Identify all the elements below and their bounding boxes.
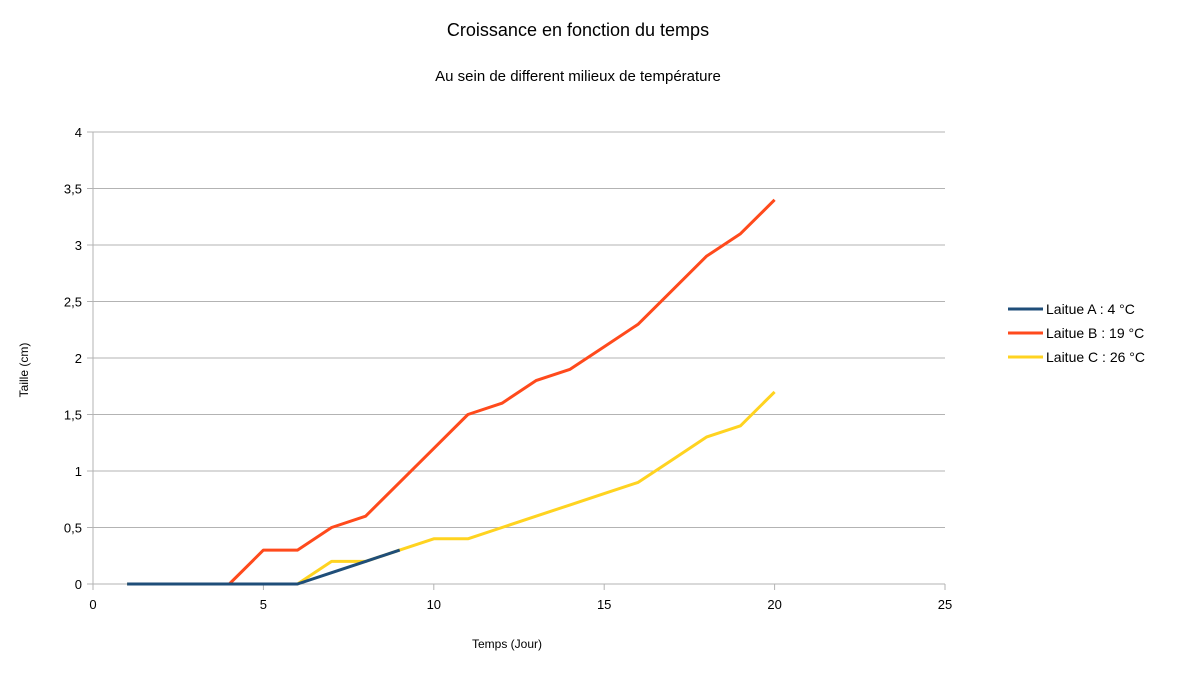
y-axis-label: Taille (cm) bbox=[17, 343, 31, 398]
y-tick-label-2: 1 bbox=[75, 464, 82, 479]
y-tick-label-5: 2,5 bbox=[64, 295, 82, 310]
x-tick-label-4: 20 bbox=[767, 597, 781, 612]
legend-label-1: Laitue B : 19 °C bbox=[1046, 325, 1144, 341]
chart-subtitle: Au sein de different milieux de températ… bbox=[435, 68, 721, 85]
x-tick-label-2: 10 bbox=[427, 597, 441, 612]
x-axis-label: Temps (Jour) bbox=[472, 637, 542, 651]
legend: Laitue A : 4 °C Laitue B : 19 °C Laitue C … bbox=[1008, 301, 1145, 365]
y-tick-label-6: 3 bbox=[75, 238, 82, 253]
y-tick-label-8: 4 bbox=[75, 125, 82, 140]
y-tick-label-7: 3,5 bbox=[64, 182, 82, 197]
x-tick-label-1: 5 bbox=[260, 597, 267, 612]
series-lines bbox=[127, 198, 776, 586]
series-line-1 bbox=[127, 198, 776, 586]
series-line-2 bbox=[127, 390, 776, 586]
x-tick-label-5: 25 bbox=[938, 597, 952, 612]
chart-title: Croissance en fonction du temps bbox=[447, 20, 709, 40]
gridlines bbox=[93, 131, 945, 528]
y-tick-label-3: 1,5 bbox=[64, 408, 82, 423]
tick-labels: 0 0,5 1 1,5 2 2,5 3 3,5 4 0 5 10 15 20 25 bbox=[64, 125, 952, 612]
y-tick-label-1: 0,5 bbox=[64, 521, 82, 536]
x-tick-label-0: 0 bbox=[89, 597, 96, 612]
x-tick-label-3: 15 bbox=[597, 597, 611, 612]
series-line-0 bbox=[127, 548, 401, 586]
legend-label-0: Laitue A : 4 °C bbox=[1046, 301, 1135, 317]
y-tick-label-4: 2 bbox=[75, 351, 82, 366]
legend-label-2: Laitue C : 26 °C bbox=[1046, 349, 1145, 365]
y-tick-label-0: 0 bbox=[75, 577, 82, 592]
